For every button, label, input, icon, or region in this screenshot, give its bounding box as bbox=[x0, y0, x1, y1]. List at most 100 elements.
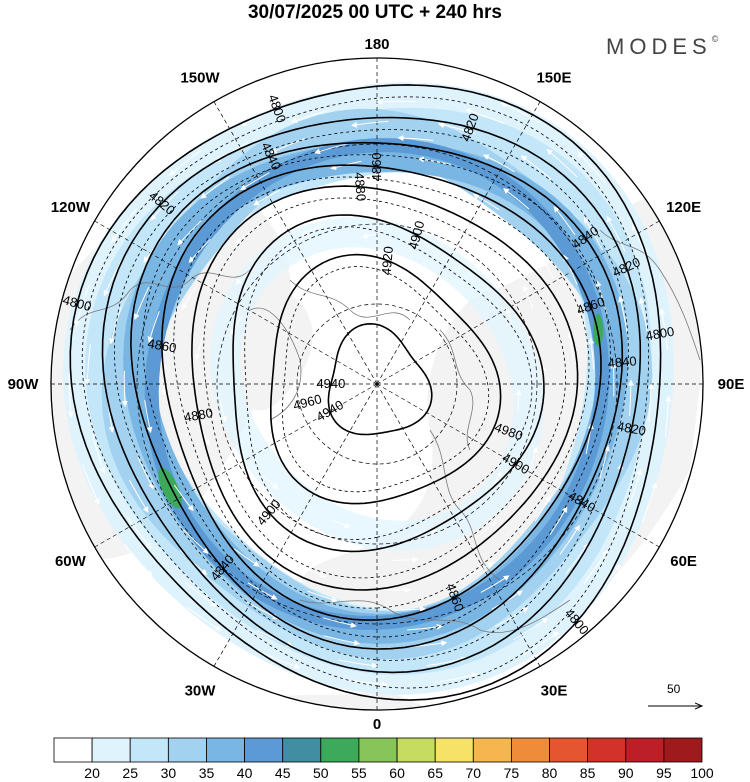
contour-4840 bbox=[130, 141, 624, 650]
streamline-9 bbox=[262, 474, 279, 490]
lon-label-60E: 60E bbox=[670, 553, 697, 570]
contour-dashed-4820 bbox=[113, 129, 629, 661]
streamline-17 bbox=[378, 205, 405, 212]
streamline-38 bbox=[299, 565, 327, 578]
streamline-53 bbox=[233, 548, 260, 567]
colorbar-label-100: 100 bbox=[690, 765, 714, 781]
landmass-3 bbox=[260, 690, 470, 710]
colorbar-label-85: 85 bbox=[580, 765, 596, 781]
contour-4940 bbox=[327, 322, 433, 436]
streamline-109 bbox=[184, 582, 217, 607]
streamline-130 bbox=[186, 606, 222, 632]
streamline-132 bbox=[345, 679, 388, 688]
streamline-93 bbox=[512, 617, 549, 641]
contour-4880 bbox=[191, 185, 579, 591]
streamline-5 bbox=[361, 232, 384, 239]
streamline-16 bbox=[463, 222, 486, 238]
streamline-18 bbox=[300, 224, 323, 236]
streamline-26 bbox=[534, 495, 551, 522]
streamline-96 bbox=[647, 383, 654, 423]
colorbar-label-60: 60 bbox=[389, 765, 405, 781]
contour-label-17: 4880 bbox=[351, 172, 368, 202]
colorbar-swatch-2 bbox=[129, 737, 169, 763]
meridian-240 bbox=[94, 220, 378, 385]
streamline-104 bbox=[150, 191, 179, 221]
meridian-120 bbox=[376, 220, 660, 385]
streamline-88 bbox=[128, 479, 149, 513]
contour-4900 bbox=[232, 214, 545, 553]
streamline-94 bbox=[583, 550, 608, 584]
streamline-34 bbox=[181, 284, 198, 311]
meridian-300 bbox=[94, 383, 378, 548]
coastline-6 bbox=[439, 329, 474, 451]
streamline-84 bbox=[200, 176, 230, 199]
streamline-37 bbox=[230, 520, 254, 539]
colorbar-swatch-12 bbox=[510, 737, 550, 763]
lon-label-150E: 150E bbox=[536, 69, 571, 86]
streamline-67 bbox=[133, 286, 150, 321]
lon-label-60W: 60W bbox=[55, 553, 87, 570]
colorbar-swatch-5 bbox=[244, 737, 284, 763]
colorbar-label-40: 40 bbox=[237, 765, 253, 781]
colorbar-swatch-16 bbox=[663, 737, 703, 763]
lon-label-180: 180 bbox=[364, 36, 389, 53]
coastline-5 bbox=[289, 279, 411, 321]
streamline-97 bbox=[638, 297, 649, 337]
streamline-64 bbox=[314, 143, 348, 155]
colorbar-swatch-3 bbox=[167, 737, 207, 763]
contour-label-1: 4800 bbox=[644, 324, 675, 344]
streamline-55 bbox=[407, 623, 443, 631]
streamline-115 bbox=[641, 482, 658, 523]
contour-label-18: 4880 bbox=[183, 405, 214, 425]
streamline-23 bbox=[312, 538, 335, 549]
colorbar-label-35: 35 bbox=[199, 765, 215, 781]
streamline-61 bbox=[553, 206, 576, 236]
contour-label-24: 4940 bbox=[316, 376, 345, 391]
colorbar-label-75: 75 bbox=[504, 765, 520, 781]
contour-label-13: 4860 bbox=[369, 152, 384, 181]
colorbar-label-20: 20 bbox=[84, 765, 100, 781]
streamline-6 bbox=[287, 261, 306, 273]
lon-label-0: 0 bbox=[373, 716, 381, 733]
streamline-44 bbox=[563, 254, 578, 285]
lon-label-30W: 30W bbox=[185, 683, 217, 700]
colorbar-swatch-15 bbox=[625, 737, 665, 763]
streamline-13 bbox=[528, 446, 539, 471]
streamline-105 bbox=[103, 259, 123, 297]
lon-label-90W: 90W bbox=[8, 376, 40, 393]
streamline-50 bbox=[147, 311, 160, 343]
meridian-150 bbox=[376, 101, 541, 385]
map-disk: 4800480048004800482048204820482048404840… bbox=[51, 58, 703, 710]
reference-vector: 50 bbox=[648, 682, 702, 706]
streamline-66 bbox=[177, 219, 202, 246]
streamline-70 bbox=[183, 529, 209, 554]
streamline-101 bbox=[376, 98, 417, 105]
streamline-81 bbox=[438, 122, 476, 134]
coastlines bbox=[69, 229, 701, 634]
lon-label-90E: 90E bbox=[718, 376, 745, 393]
meridian-210 bbox=[213, 101, 378, 385]
streamline-30 bbox=[472, 193, 500, 211]
colorbar-swatch-8 bbox=[358, 737, 398, 763]
streamline-68 bbox=[121, 370, 128, 407]
coastline-1 bbox=[249, 307, 302, 421]
colorbar-swatch-6 bbox=[282, 737, 322, 763]
streamline-77 bbox=[627, 379, 634, 417]
colorbar-label-65: 65 bbox=[427, 765, 443, 781]
colorbar-label-95: 95 bbox=[656, 765, 672, 781]
streamline-108 bbox=[126, 516, 152, 550]
colorbar-label-25: 25 bbox=[122, 765, 138, 781]
contour-4820 bbox=[101, 116, 642, 674]
colorbar-swatch-1 bbox=[91, 737, 131, 763]
streamline-46 bbox=[417, 156, 451, 165]
streamline-98 bbox=[606, 215, 626, 253]
streamline-41 bbox=[549, 506, 568, 535]
colorbar-swatch-9 bbox=[396, 737, 436, 763]
streamline-106 bbox=[84, 343, 91, 385]
graticule bbox=[51, 58, 703, 710]
streamline-15 bbox=[523, 284, 534, 309]
coastline-3 bbox=[429, 429, 501, 581]
lon-label-150W: 150W bbox=[180, 69, 220, 86]
streamline-116 bbox=[664, 395, 672, 438]
colorbar-swatch-11 bbox=[472, 737, 512, 763]
